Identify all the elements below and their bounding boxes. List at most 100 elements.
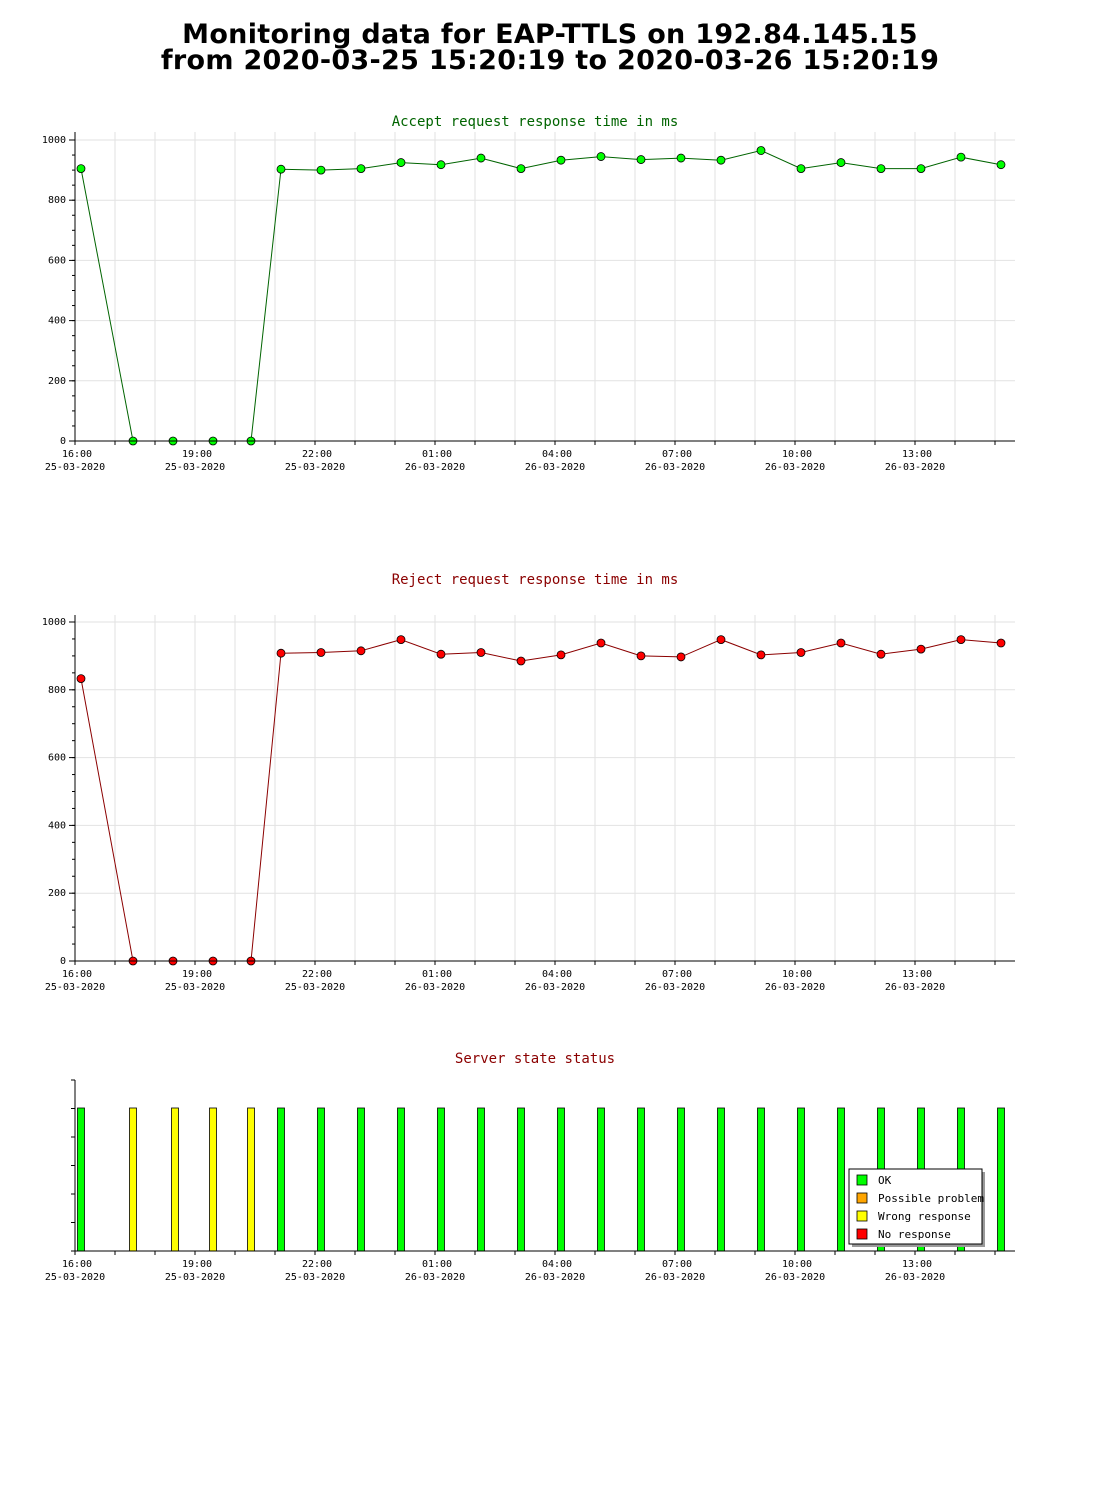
chart-0: Accept request response time in ms 0 200 40… bbox=[42, 114, 1015, 447]
page-title-line-2: from 2020-03-25 15:20:19 to 2020-03-26 1… bbox=[160, 45, 940, 76]
legend-label: OK bbox=[878, 1174, 892, 1187]
status-bar bbox=[837, 1107, 845, 1252]
data-point bbox=[556, 155, 566, 165]
y-tick-label: 1000 bbox=[42, 617, 66, 628]
y-tick-label: 600 bbox=[48, 753, 66, 764]
legend-swatch bbox=[856, 1192, 868, 1204]
y-tick-label: 0 bbox=[60, 956, 66, 967]
x-tick-label-date: 26-03-2020 bbox=[765, 982, 825, 993]
x-tick-label-date: 25-03-2020 bbox=[45, 982, 105, 993]
data-point bbox=[916, 164, 926, 173]
legend-label: No response bbox=[878, 1228, 951, 1241]
legend-swatch bbox=[856, 1174, 868, 1186]
y-tick-label: 400 bbox=[48, 820, 66, 831]
status-bar bbox=[797, 1107, 805, 1252]
x-tick-label-date: 25-03-2020 bbox=[45, 1272, 105, 1283]
x-tick-label-date: 26-03-2020 bbox=[645, 982, 705, 993]
data-point bbox=[716, 155, 726, 165]
x-tick-label-date: 26-03-2020 bbox=[885, 1272, 945, 1283]
x-axis-2: 16:00 25-03-2020 19:00 25-03-2020 22:00 25-03… bbox=[45, 1250, 1015, 1283]
data-point bbox=[356, 646, 366, 656]
data-point bbox=[276, 648, 286, 658]
legend-swatch bbox=[856, 1228, 868, 1240]
data-point bbox=[396, 158, 406, 167]
data-point bbox=[636, 651, 646, 661]
x-tick-label-time: 13:00 bbox=[902, 969, 932, 980]
x-tick-label-time: 07:00 bbox=[662, 1259, 692, 1270]
status-bar bbox=[677, 1107, 685, 1252]
x-tick-label-time: 01:00 bbox=[422, 1259, 452, 1270]
data-point bbox=[516, 164, 526, 173]
data-point bbox=[756, 146, 766, 155]
status-bar bbox=[77, 1107, 85, 1252]
y-tick-label: 800 bbox=[48, 195, 66, 206]
data-point bbox=[516, 656, 526, 666]
data-point bbox=[76, 674, 86, 684]
legend-box bbox=[848, 1168, 983, 1245]
status-bar bbox=[477, 1107, 485, 1252]
x-tick-label-time: 16:00 bbox=[62, 1259, 92, 1270]
chart-1: Reject request response time in ms 0 200 40… bbox=[42, 572, 1015, 967]
status-bar bbox=[557, 1107, 565, 1252]
x-tick-label-time: 10:00 bbox=[782, 1259, 812, 1270]
status-bar bbox=[397, 1107, 405, 1252]
data-point bbox=[356, 164, 366, 173]
data-point bbox=[76, 164, 86, 173]
x-tick-label-time: 22:00 bbox=[302, 969, 332, 980]
x-tick-label-time: 10:00 bbox=[782, 969, 812, 980]
status-bar bbox=[997, 1107, 1005, 1252]
data-point bbox=[396, 635, 406, 645]
chart-title: Reject request response time in ms bbox=[392, 572, 679, 588]
status-bar bbox=[129, 1107, 137, 1252]
data-point bbox=[316, 648, 326, 657]
series-line bbox=[80, 149, 1002, 442]
data-point bbox=[956, 635, 966, 645]
x-tick-label-time: 16:00 bbox=[62, 969, 92, 980]
x-tick-label-time: 22:00 bbox=[302, 449, 332, 460]
data-point bbox=[796, 648, 806, 657]
x-tick-label-time: 07:00 bbox=[662, 449, 692, 460]
x-tick-label-date: 26-03-2020 bbox=[405, 1272, 465, 1283]
status-bar bbox=[637, 1107, 645, 1252]
x-tick-label-date: 25-03-2020 bbox=[165, 982, 225, 993]
chart-title: Accept request response time in ms bbox=[392, 114, 679, 130]
x-tick-label-date: 26-03-2020 bbox=[645, 1272, 705, 1283]
x-tick-label-date: 26-03-2020 bbox=[525, 1272, 585, 1283]
status-bar bbox=[317, 1107, 325, 1252]
data-point bbox=[596, 152, 606, 161]
data-point bbox=[436, 160, 446, 170]
status-bar bbox=[247, 1107, 255, 1252]
data-point bbox=[276, 164, 286, 174]
x-tick-label-time: 16:00 bbox=[62, 449, 92, 460]
data-point bbox=[876, 649, 886, 659]
status-bar bbox=[357, 1107, 365, 1252]
x-tick-label-time: 10:00 bbox=[782, 449, 812, 460]
page-title: Monitoring data for EAP-TTLS on 192.84.1… bbox=[0, 21, 1100, 76]
x-tick-label-date: 26-03-2020 bbox=[885, 982, 945, 993]
data-point bbox=[316, 165, 326, 175]
status-bar bbox=[437, 1107, 445, 1252]
data-point bbox=[836, 638, 846, 648]
x-axis-0: 16:00 25-03-2020 19:00 25-03-2020 22:00 25-03… bbox=[45, 440, 1015, 473]
data-point bbox=[836, 158, 846, 167]
x-axis-1: 16:00 25-03-2020 19:00 25-03-2020 22:00 25-03… bbox=[45, 960, 1015, 993]
x-tick-label-time: 04:00 bbox=[542, 1259, 572, 1270]
x-tick-label-time: 01:00 bbox=[422, 969, 452, 980]
x-tick-label-date: 25-03-2020 bbox=[285, 1272, 345, 1283]
y-tick-label: 0 bbox=[60, 436, 66, 447]
status-bar bbox=[277, 1107, 285, 1252]
x-tick-label-date: 26-03-2020 bbox=[765, 1272, 825, 1283]
series-line bbox=[80, 639, 1002, 962]
x-tick-label-time: 01:00 bbox=[422, 449, 452, 460]
data-point bbox=[476, 153, 486, 163]
y-tick-label: 800 bbox=[48, 685, 66, 696]
data-point bbox=[876, 164, 886, 173]
y-tick-label: 200 bbox=[48, 376, 66, 387]
x-tick-label-date: 25-03-2020 bbox=[165, 462, 225, 473]
data-point bbox=[556, 650, 566, 660]
data-point bbox=[676, 652, 686, 662]
x-tick-label-time: 19:00 bbox=[182, 1259, 212, 1270]
data-point bbox=[676, 153, 686, 163]
y-tick-label: 400 bbox=[48, 316, 66, 327]
